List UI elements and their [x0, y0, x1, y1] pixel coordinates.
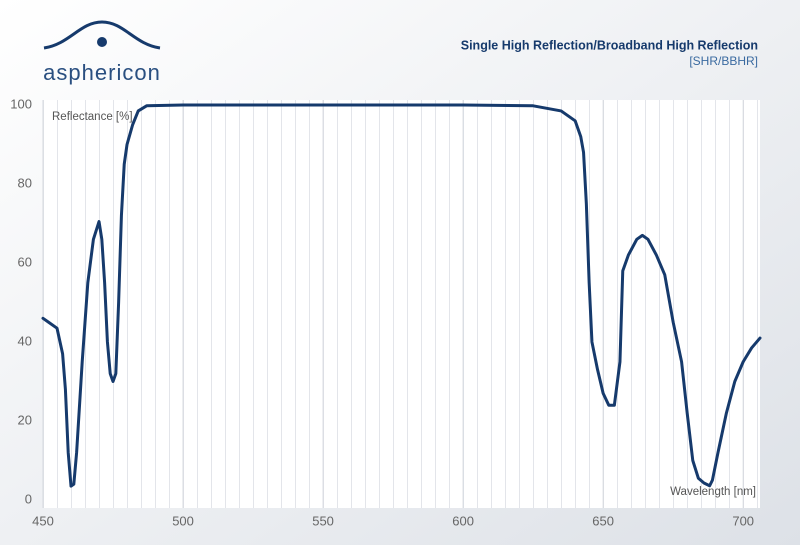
x-tick-label: 450: [32, 513, 54, 528]
x-tick-label: 500: [172, 513, 194, 528]
y-tick-label: 0: [25, 491, 32, 506]
logo-arc: [43, 20, 161, 50]
x-tick-label: 600: [452, 513, 474, 528]
y-tick-label: 60: [18, 254, 32, 269]
y-tick-label: 20: [18, 412, 32, 427]
logo: asphericon: [43, 20, 161, 85]
y-tick-label: 40: [18, 333, 32, 348]
x-tick-label: 700: [732, 513, 754, 528]
brand: asphericon: [43, 60, 161, 85]
chart-title: Single High Reflection/Broadband High Re…: [461, 38, 758, 52]
x-tick-label: 650: [592, 513, 614, 528]
x-tick-label: 550: [312, 513, 334, 528]
data-line: [41, 103, 762, 488]
minor-grid: [43, 100, 760, 508]
logo-dot: [97, 37, 107, 47]
chart-subtitle: [SHR/BBHR]: [689, 54, 758, 68]
y-axis-label: Reflectance [%]: [52, 111, 133, 123]
x-axis-label: Wavelength [nm]: [670, 486, 756, 498]
y-tick-label: 80: [18, 175, 32, 190]
y-tick-label: 100: [10, 96, 32, 111]
